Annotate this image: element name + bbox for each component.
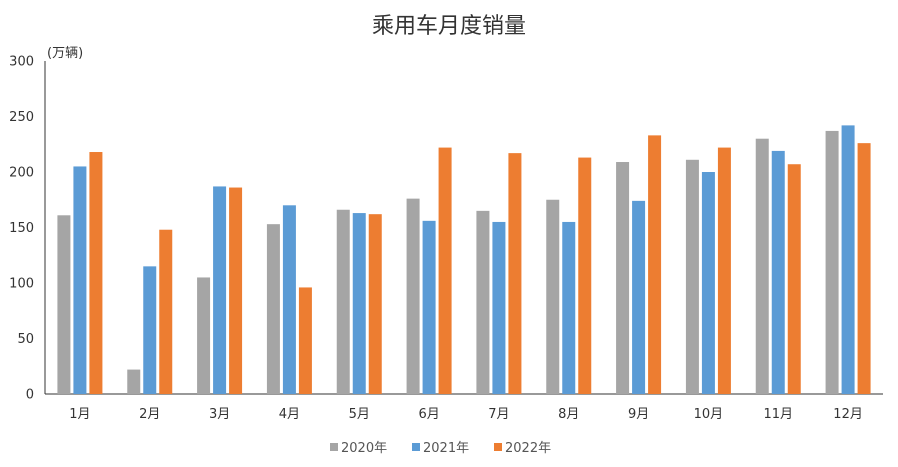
y-tick-label: 0: [26, 388, 34, 403]
bar: [508, 153, 522, 394]
y-tick-label: 300: [9, 55, 34, 70]
bar: [406, 198, 420, 394]
bar: [438, 147, 452, 394]
y-unit-label: (万辆): [47, 46, 83, 61]
y-tick-label: 150: [9, 221, 34, 236]
legend-swatch: [412, 443, 420, 451]
bar: [57, 215, 71, 394]
bar: [336, 209, 350, 394]
legend-label: 2021年: [423, 441, 469, 456]
bar: [857, 143, 871, 394]
legend-item: 2020年: [330, 441, 387, 456]
bar: [841, 125, 855, 394]
y-tick-label: 100: [9, 277, 34, 292]
bar: [632, 200, 646, 394]
bar: [701, 172, 715, 394]
x-tick-label: 1月: [69, 407, 90, 422]
bar: [755, 138, 769, 394]
bar: [422, 220, 436, 394]
bar: [73, 166, 87, 394]
bar: [159, 229, 173, 394]
legend-label: 2020年: [341, 441, 387, 456]
bar: [476, 210, 490, 394]
x-tick-label: 11月: [763, 407, 793, 422]
legend-item: 2021年: [412, 441, 469, 456]
x-tick-label: 8月: [558, 407, 579, 422]
bars: [57, 125, 871, 394]
series-2020年: [57, 130, 839, 394]
bar: [717, 147, 731, 394]
bar: [352, 213, 366, 394]
bar: [562, 221, 576, 394]
bar: [368, 214, 382, 394]
legend-swatch: [494, 443, 502, 451]
legend-item: 2022年: [494, 441, 551, 456]
x-tick-label: 10月: [694, 407, 724, 422]
y-tick-label: 250: [9, 110, 34, 125]
bar: [213, 186, 227, 394]
bar: [298, 287, 312, 394]
series-2021年: [73, 125, 855, 394]
legend: 2020年 2021年 2022年: [330, 441, 551, 456]
bar: [787, 164, 801, 394]
bar: [578, 157, 592, 394]
x-tick-label: 3月: [209, 407, 230, 422]
bar: [771, 150, 785, 394]
bar: [229, 187, 243, 394]
x-tick-label: 4月: [279, 407, 300, 422]
bar: [825, 130, 839, 394]
x-tick-label: 7月: [488, 407, 509, 422]
x-tick-label: 12月: [833, 407, 863, 422]
y-tick-label: 50: [17, 332, 34, 347]
series-2022年: [89, 135, 871, 394]
bar: [685, 159, 699, 394]
bar: [282, 205, 296, 394]
bar: [127, 369, 141, 394]
bar: [197, 277, 211, 394]
bar: [143, 266, 157, 394]
bar: [266, 224, 280, 394]
y-tick-label: 200: [9, 166, 34, 181]
bar: [89, 152, 103, 394]
legend-swatch: [330, 443, 338, 451]
x-axis: 1月 2月 3月 4月 5月 6月 7月 8月 9月 10月 11月 12月: [45, 393, 883, 422]
bar: [546, 199, 560, 394]
x-tick-label: 6月: [418, 407, 439, 422]
x-tick-label: 5月: [349, 407, 370, 422]
bar: [492, 221, 506, 394]
legend-label: 2022年: [505, 441, 551, 456]
x-tick-label: 2月: [139, 407, 160, 422]
y-axis: 0 50 100 150 200 250 300: [9, 55, 46, 403]
bar: [616, 162, 630, 394]
bar: [648, 135, 662, 394]
x-tick-label: 9月: [628, 407, 649, 422]
chart-title: 乘用车月度销量: [372, 14, 526, 39]
